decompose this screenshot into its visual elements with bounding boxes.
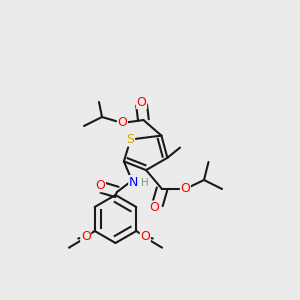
Text: N: N [129, 176, 138, 189]
Text: O: O [81, 230, 91, 244]
Text: S: S [127, 133, 134, 146]
Text: O: O [118, 116, 127, 130]
Text: O: O [70, 248, 71, 249]
Text: O: O [96, 178, 105, 192]
Text: O: O [181, 182, 190, 196]
Text: O: O [137, 95, 146, 109]
Text: O: O [140, 230, 150, 244]
Text: O: O [150, 201, 159, 214]
Text: H: H [141, 178, 148, 188]
